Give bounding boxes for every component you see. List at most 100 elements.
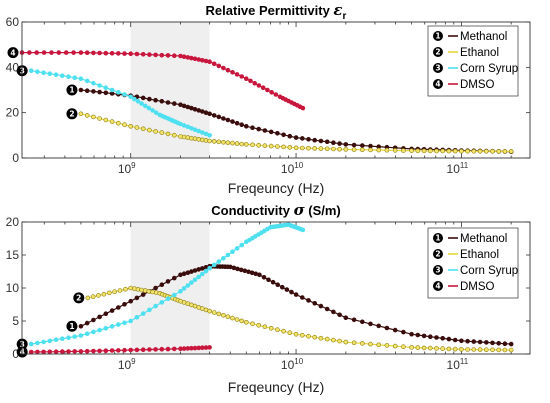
data-point	[250, 142, 255, 148]
data-point	[192, 127, 198, 132]
data-point	[35, 349, 40, 355]
data-point	[225, 314, 231, 320]
data-point	[434, 148, 439, 154]
legend-entry-ethanol: Ethanol	[460, 47, 499, 59]
data-point	[116, 305, 121, 310]
legend-badge	[433, 249, 443, 259]
data-point	[477, 347, 483, 352]
data-point	[351, 147, 357, 152]
data-point	[91, 348, 96, 354]
data-point	[287, 145, 293, 150]
data-point	[200, 137, 205, 143]
data-point	[97, 89, 102, 95]
data-point	[140, 292, 146, 297]
data-point	[337, 146, 342, 152]
data-point	[172, 292, 177, 298]
data-point	[101, 291, 107, 297]
data-point	[440, 335, 446, 341]
legend-badge-number: 2	[435, 48, 440, 57]
data-point	[490, 149, 495, 154]
data-point	[256, 143, 262, 148]
data-point	[172, 53, 177, 59]
data-point	[84, 320, 90, 326]
data-point	[140, 95, 146, 101]
data-point	[324, 146, 330, 152]
y-tick-label: 15	[6, 248, 20, 262]
data-point	[27, 50, 32, 55]
data-point	[415, 332, 421, 338]
data-point	[97, 116, 102, 121]
data-point	[299, 136, 305, 141]
data-point	[490, 347, 495, 353]
x-tick-exponent: 10	[294, 161, 303, 170]
data-point	[140, 311, 146, 316]
data-point	[181, 300, 187, 305]
data-point	[172, 101, 177, 106]
data-point	[66, 335, 71, 341]
data-point	[192, 107, 198, 112]
data-point	[409, 148, 414, 153]
data-point	[159, 130, 165, 135]
data-point	[200, 130, 205, 135]
series-badge-number: 1	[69, 322, 74, 331]
data-point	[508, 149, 514, 154]
data-point	[368, 341, 373, 347]
x-tick-label: 1011	[447, 357, 469, 372]
data-point	[262, 143, 268, 148]
x-tick-base: 10	[281, 358, 295, 372]
title-unit: (S/m)	[305, 203, 341, 218]
data-point	[192, 345, 198, 351]
data-point	[471, 339, 477, 344]
data-point	[359, 319, 365, 325]
y-tick-label: 20	[6, 106, 20, 120]
data-point	[134, 347, 140, 353]
data-point	[72, 334, 77, 339]
data-point	[147, 347, 152, 352]
shaded-band	[130, 22, 210, 158]
data-point	[185, 55, 191, 60]
data-point	[384, 325, 390, 331]
data-point	[192, 56, 198, 62]
data-point	[275, 282, 281, 288]
legend-badge	[433, 31, 443, 41]
data-point	[200, 345, 205, 351]
data-point	[159, 99, 165, 104]
data-point	[262, 324, 268, 330]
data-point	[203, 58, 209, 64]
data-point	[284, 287, 290, 292]
data-point	[275, 131, 280, 136]
data-point	[211, 139, 217, 144]
data-point	[376, 342, 382, 348]
data-point	[140, 126, 146, 132]
data-point	[128, 94, 133, 100]
data-point	[279, 284, 285, 290]
data-point	[49, 50, 54, 55]
data-point	[181, 346, 187, 351]
data-point	[35, 69, 40, 74]
data-point	[446, 336, 452, 342]
data-point	[234, 72, 240, 77]
data-point	[351, 340, 357, 346]
legend-badge	[433, 63, 443, 73]
data-point	[256, 83, 262, 88]
data-point	[59, 349, 65, 354]
data-point	[502, 341, 508, 347]
data-point	[117, 288, 123, 293]
data-point	[28, 349, 34, 355]
data-point	[103, 90, 109, 96]
data-point	[477, 149, 483, 154]
data-point	[78, 323, 84, 329]
data-point	[465, 148, 470, 154]
data-point	[368, 321, 373, 327]
plot-frame	[21, 21, 531, 159]
data-point	[140, 347, 146, 353]
x-axis-label: Freqeuncy (Hz)	[228, 180, 324, 196]
data-point	[293, 292, 299, 297]
data-point	[59, 336, 65, 342]
legend-badge-number: 3	[435, 64, 440, 73]
data-point	[153, 347, 158, 352]
data-point	[221, 255, 226, 261]
data-point	[331, 309, 336, 315]
x-tick-label: 1010	[281, 161, 304, 176]
data-point	[257, 272, 262, 278]
